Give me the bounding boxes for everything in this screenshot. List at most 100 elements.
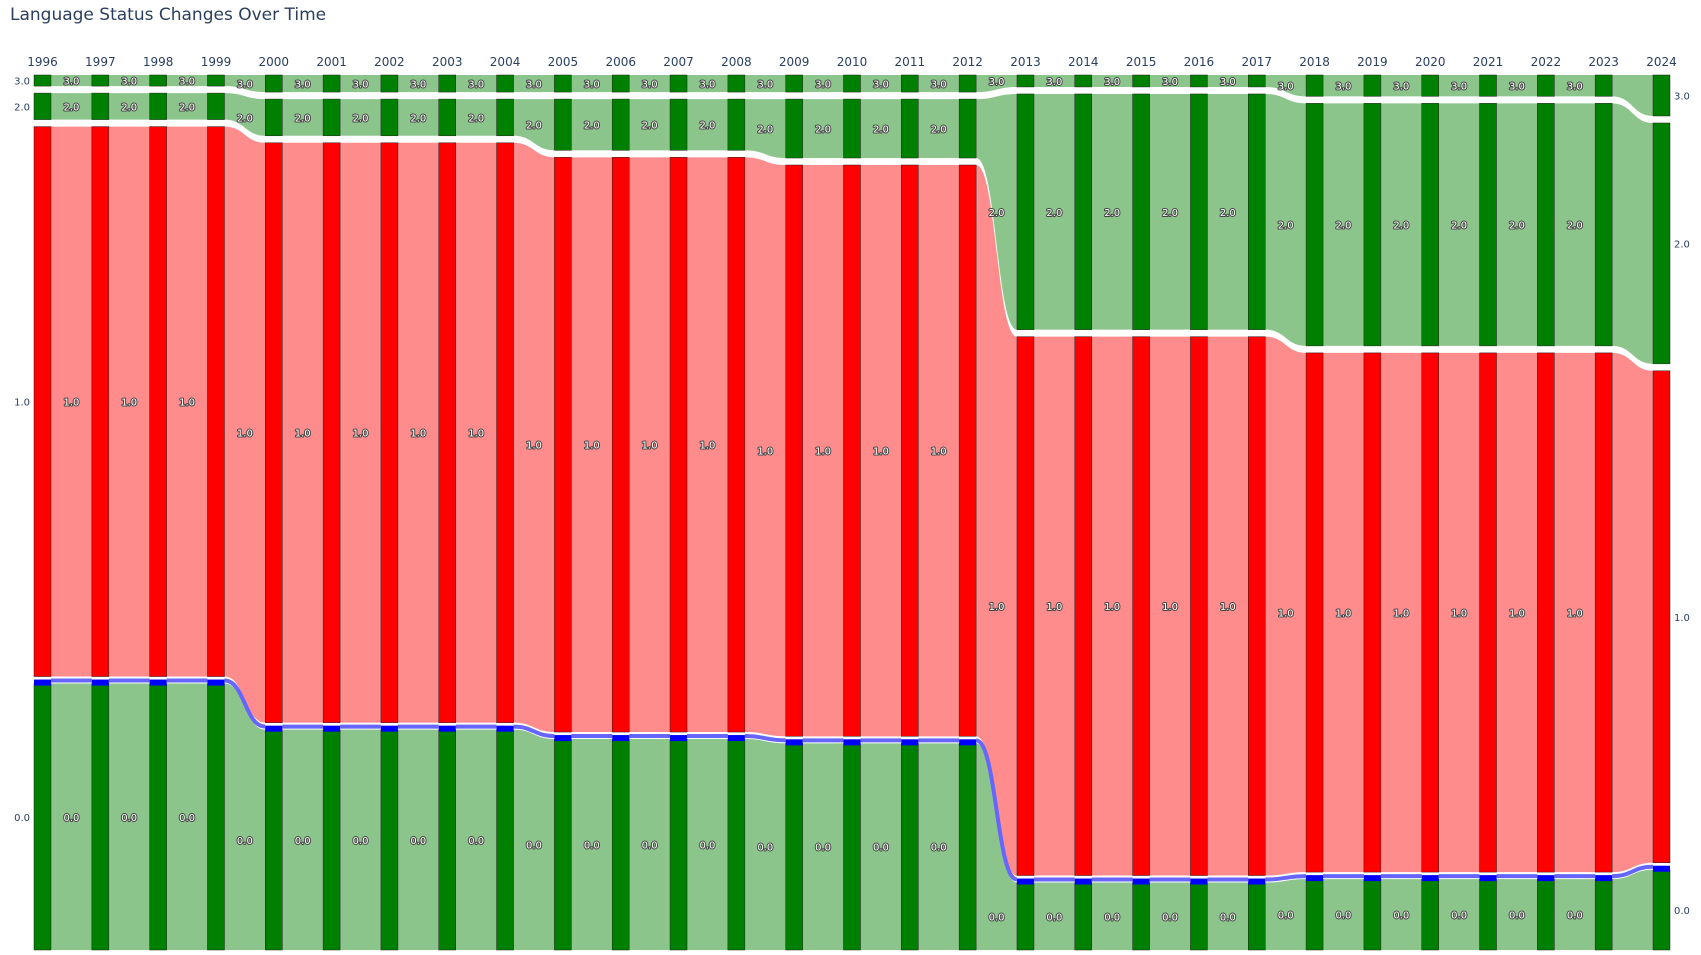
- node-1998-2.0[interactable]: [149, 92, 167, 120]
- node-2006-0.0[interactable]: [611, 738, 630, 951]
- node-2002-2.0[interactable]: [380, 98, 399, 137]
- node-1998-0.0[interactable]: [149, 683, 167, 951]
- node-2023-1.0[interactable]: [1594, 352, 1613, 873]
- node-2005-3.0[interactable]: [554, 74, 572, 93]
- node-2011-0.0[interactable]: [901, 743, 919, 951]
- node-2008-0.0[interactable]: [727, 738, 746, 951]
- node-2017-1.0[interactable]: [1248, 336, 1266, 876]
- node-2008-2.0[interactable]: [727, 98, 746, 151]
- node-2007-3.0[interactable]: [669, 74, 688, 93]
- node-2024-2.0[interactable]: [1652, 122, 1671, 365]
- node-2014-3.0[interactable]: [1074, 74, 1093, 88]
- node-2001-2.0[interactable]: [322, 98, 341, 137]
- node-2015-3.0[interactable]: [1132, 74, 1150, 88]
- node-2018-3.0[interactable]: [1305, 74, 1324, 97]
- node-1997-0.0[interactable]: [91, 683, 110, 951]
- node-2022-3.0[interactable]: [1537, 74, 1555, 97]
- node-1996-3.0[interactable]: [33, 74, 52, 87]
- node-2011-2.0[interactable]: [901, 98, 919, 159]
- node-2014-2.0[interactable]: [1074, 93, 1093, 330]
- node-2011-3.0[interactable]: [901, 74, 919, 93]
- node-2016-1.0[interactable]: [1190, 336, 1208, 876]
- node-2023-2.0[interactable]: [1594, 103, 1613, 347]
- node-2010-0.0[interactable]: [843, 743, 861, 951]
- node-1998-3.0[interactable]: [149, 74, 167, 87]
- node-2013-1.0[interactable]: [1016, 336, 1035, 876]
- node-2013-2.0[interactable]: [1016, 93, 1035, 330]
- node-2015-2.0[interactable]: [1132, 93, 1150, 330]
- node-1999-2.0[interactable]: [207, 92, 225, 120]
- node-2000-0.0[interactable]: [265, 729, 283, 951]
- node-2002-1.0[interactable]: [380, 142, 399, 723]
- node-2005-0.0[interactable]: [554, 738, 572, 951]
- node-2015-1.0[interactable]: [1132, 336, 1150, 876]
- node-1997-1.0[interactable]: [91, 126, 110, 677]
- node-2007-2.0[interactable]: [669, 98, 688, 151]
- node-2001-3.0[interactable]: [322, 74, 341, 93]
- node-2007-0.0[interactable]: [669, 738, 688, 951]
- node-1998-1.0[interactable]: [149, 126, 167, 677]
- node-2006-3.0[interactable]: [611, 74, 630, 93]
- node-2018-1.0[interactable]: [1305, 352, 1324, 873]
- node-2001-0.0[interactable]: [322, 729, 341, 951]
- node-1999-0.0[interactable]: [207, 683, 225, 951]
- node-2000-2.0[interactable]: [265, 98, 283, 137]
- node-2023-3.0[interactable]: [1594, 74, 1613, 97]
- node-2009-2.0[interactable]: [785, 98, 803, 159]
- node-2024-3.0[interactable]: [1652, 74, 1671, 117]
- node-2012-2.0[interactable]: [958, 98, 977, 159]
- node-2008-3.0[interactable]: [727, 74, 746, 93]
- node-2000-1.0[interactable]: [265, 142, 283, 723]
- node-2010-3.0[interactable]: [843, 74, 861, 93]
- node-2017-0.0[interactable]: [1248, 882, 1266, 951]
- node-2016-2.0[interactable]: [1190, 93, 1208, 330]
- node-2011-1.0[interactable]: [901, 164, 919, 737]
- node-2007-1.0[interactable]: [669, 157, 688, 733]
- node-2012-1.0[interactable]: [958, 164, 977, 737]
- node-1997-2.0[interactable]: [91, 92, 110, 120]
- node-2008-1.0[interactable]: [727, 157, 746, 733]
- node-2004-0.0[interactable]: [496, 729, 514, 951]
- node-2019-3.0[interactable]: [1363, 74, 1382, 97]
- node-2021-1.0[interactable]: [1479, 352, 1497, 873]
- node-2021-2.0[interactable]: [1479, 103, 1497, 347]
- node-2003-1.0[interactable]: [438, 142, 456, 723]
- node-1997-3.0[interactable]: [91, 74, 110, 87]
- node-2020-2.0[interactable]: [1421, 103, 1439, 347]
- node-2009-1.0[interactable]: [785, 164, 803, 737]
- node-2022-2.0[interactable]: [1537, 103, 1555, 347]
- node-2024-1.0[interactable]: [1652, 370, 1671, 863]
- node-1996-2.0[interactable]: [33, 92, 52, 120]
- node-2014-1.0[interactable]: [1074, 336, 1093, 876]
- node-2002-0.0[interactable]: [380, 729, 399, 951]
- node-2016-0.0[interactable]: [1190, 882, 1208, 951]
- node-2004-1.0[interactable]: [496, 142, 514, 723]
- node-2020-1.0[interactable]: [1421, 352, 1439, 873]
- node-2004-2.0[interactable]: [496, 98, 514, 137]
- node-2015-0.0[interactable]: [1132, 882, 1150, 951]
- node-2012-0.0[interactable]: [958, 743, 977, 951]
- node-2019-1.0[interactable]: [1363, 352, 1382, 873]
- node-2010-2.0[interactable]: [843, 98, 861, 159]
- node-2012-3.0[interactable]: [958, 74, 977, 93]
- node-2000-3.0[interactable]: [265, 74, 283, 93]
- node-2021-0.0[interactable]: [1479, 878, 1497, 951]
- node-2014-0.0[interactable]: [1074, 882, 1093, 951]
- node-2021-3.0[interactable]: [1479, 74, 1497, 97]
- node-2019-0.0[interactable]: [1363, 878, 1382, 951]
- node-2017-2.0[interactable]: [1248, 93, 1266, 330]
- node-2003-3.0[interactable]: [438, 74, 456, 93]
- node-2002-3.0[interactable]: [380, 74, 399, 93]
- node-1996-0.0[interactable]: [33, 683, 52, 951]
- node-2023-0.0[interactable]: [1594, 878, 1613, 951]
- node-1999-1.0[interactable]: [207, 126, 225, 677]
- node-2004-3.0[interactable]: [496, 74, 514, 93]
- node-2017-3.0[interactable]: [1248, 74, 1266, 88]
- node-2019-2.0[interactable]: [1363, 103, 1382, 347]
- node-2003-0.0[interactable]: [438, 729, 456, 951]
- node-2006-1.0[interactable]: [611, 157, 630, 733]
- node-2003-2.0[interactable]: [438, 98, 456, 137]
- node-1999-3.0[interactable]: [207, 74, 225, 87]
- node-2009-0.0[interactable]: [785, 743, 803, 951]
- node-2010-1.0[interactable]: [843, 164, 861, 737]
